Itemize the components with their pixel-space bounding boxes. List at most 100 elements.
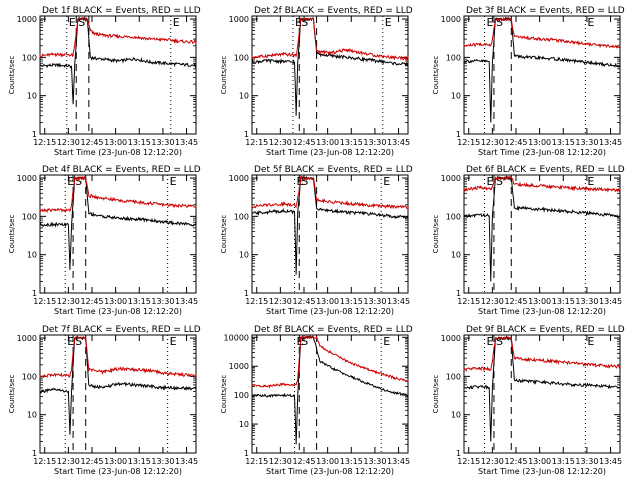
panel-7-xtick-label: 12:30 xyxy=(57,457,80,466)
panel-1-xtick-label: 12:15 xyxy=(33,138,56,147)
panel-9-title: Det 9f BLACK = Events, RED = LLD xyxy=(466,325,625,335)
panel-2-xtick-label: 13:30 xyxy=(363,138,386,147)
panel-4-marker-label: E xyxy=(170,175,177,188)
panel-2-ytick-label: 1 xyxy=(244,130,249,139)
panel-8-frame xyxy=(251,334,409,454)
panel-5-marker-label: E xyxy=(383,175,390,188)
panel-6-xtick-label: 13:45 xyxy=(599,297,622,306)
panel-1-title: Det 1f BLACK = Events, RED = LLD xyxy=(42,6,201,16)
panel-2-marker-label: E xyxy=(385,16,392,29)
panel-5-frame xyxy=(251,174,409,294)
panel-9-xtick-label: 12:45 xyxy=(504,457,527,466)
panel-8-xlabel: Start Time (23-Jun-08 12:12:20) xyxy=(266,467,394,476)
panel-6-xtick-label: 12:15 xyxy=(457,297,480,306)
panel-9-xtick-label: 13:30 xyxy=(575,457,598,466)
panel-1-xlabel: Start Time (23-Jun-08 12:12:20) xyxy=(54,148,182,157)
panel-3-ytick-label: 100 xyxy=(446,53,461,62)
panel-7-marker-label: S xyxy=(75,335,82,348)
panel-3-ylabel: Counts/sec xyxy=(432,56,440,95)
panel-6-marker-label: E xyxy=(486,175,493,188)
panel-3-xtick-label: 13:00 xyxy=(528,138,551,147)
panel-9-frame xyxy=(463,334,621,454)
panel-4-xtick-label: 13:00 xyxy=(104,297,127,306)
panel-5-xtick-label: 13:30 xyxy=(363,297,386,306)
panel-8-xtick-label: 13:00 xyxy=(316,457,339,466)
panel-9-xtick-label: 13:00 xyxy=(528,457,551,466)
panel-1-ytick-label: 1 xyxy=(32,130,37,139)
panel-8-xtick-label: 13:15 xyxy=(340,457,363,466)
panel-3-series-lld-line xyxy=(463,16,621,49)
panel-4-marker-label: E xyxy=(67,175,74,188)
panel-7-ytick-label: 1000 xyxy=(17,334,37,343)
panel-8-ytick-label: 100 xyxy=(234,391,249,400)
panel-5-xtick-label: 12:15 xyxy=(245,297,268,306)
panel-9-marker-label: E xyxy=(587,335,594,348)
panel-5-ytick-label: 100 xyxy=(234,212,249,221)
panel-5-series-lld-line xyxy=(251,174,409,210)
panel-8-series-lld-line xyxy=(251,334,409,389)
panel-9-marker-label: E xyxy=(486,335,493,348)
panel-2-xtick-label: 13:00 xyxy=(316,138,339,147)
panel-1-series-lld-line xyxy=(39,16,197,58)
panel-8-ytick-label: 1000 xyxy=(229,362,249,371)
panel-4-ytick-label: 1 xyxy=(32,289,37,298)
panel-9-xtick-label: 12:30 xyxy=(481,457,504,466)
panel-3-marker-label: E xyxy=(587,16,594,29)
panel-6-ytick-label: 1000 xyxy=(441,174,461,183)
panel-8-title: Det 8f BLACK = Events, RED = LLD xyxy=(254,325,413,335)
panel-5-xtick-label: 13:45 xyxy=(387,297,410,306)
panel-1-ytick-label: 1000 xyxy=(17,15,37,24)
panel-9-xtick-label: 13:15 xyxy=(552,457,575,466)
panel-1-marker-label: E xyxy=(69,16,76,29)
panel-5-ylabel: Counts/sec xyxy=(220,215,228,254)
panel-9-ytick-label: 100 xyxy=(446,372,461,381)
panel-4-marker-label: S xyxy=(75,175,82,188)
panel-4-series-events-line xyxy=(39,174,197,270)
panel-6-ytick-label: 1 xyxy=(456,289,461,298)
panel-5-xlabel: Start Time (23-Jun-08 12:12:20) xyxy=(266,307,394,316)
panel-2-frame xyxy=(251,15,409,135)
panel-4-series-lld-line xyxy=(39,175,197,213)
panel-2-ylabel: Counts/sec xyxy=(220,56,228,95)
panel-8-xtick-label: 12:45 xyxy=(292,457,315,466)
panel-3-ytick-label: 1000 xyxy=(441,15,461,24)
panel-3-xtick-label: 12:15 xyxy=(457,138,480,147)
panel-4-ylabel: Counts/sec xyxy=(8,215,16,254)
panel-7-xtick-label: 13:30 xyxy=(151,457,174,466)
panel-3-frame xyxy=(463,15,621,135)
panel-1-marker-label: S xyxy=(78,16,85,29)
panel-4-xlabel: Start Time (23-Jun-08 12:12:20) xyxy=(54,307,182,316)
panel-7-ytick-label: 1 xyxy=(32,449,37,458)
panel-3-xlabel: Start Time (23-Jun-08 12:12:20) xyxy=(478,148,606,157)
panel-6-ylabel: Counts/sec xyxy=(432,215,440,254)
panel-4-xtick-label: 13:30 xyxy=(151,297,174,306)
panel-5-xtick-label: 12:45 xyxy=(292,297,315,306)
panel-7-marker-label: E xyxy=(67,335,74,348)
panel-6-series-events-line xyxy=(463,175,621,282)
panel-2-xtick-label: 12:45 xyxy=(292,138,315,147)
panel-1-xtick-label: 12:30 xyxy=(57,138,80,147)
panel-7-marker-label: E xyxy=(170,335,177,348)
panel-4-xtick-label: 12:45 xyxy=(80,297,103,306)
panel-8-series-events-line xyxy=(251,335,409,445)
panel-1-xtick-label: 13:45 xyxy=(175,138,198,147)
panel-7-ytick-label: 10 xyxy=(27,411,37,420)
panel-2-xtick-label: 12:30 xyxy=(269,138,292,147)
panel-7-xtick-label: 13:00 xyxy=(104,457,127,466)
panel-6-xtick-label: 13:30 xyxy=(575,297,598,306)
panel-5-xtick-label: 13:00 xyxy=(316,297,339,306)
panel-3-ytick-label: 1 xyxy=(456,130,461,139)
panel-2-series-events-line xyxy=(251,16,409,116)
panel-7-xtick-label: 12:45 xyxy=(80,457,103,466)
panel-5-ytick-label: 1000 xyxy=(229,174,249,183)
panel-5-series-events-line xyxy=(251,175,409,275)
panel-3-ytick-label: 10 xyxy=(451,92,461,101)
panel-4-title: Det 4f BLACK = Events, RED = LLD xyxy=(42,165,201,175)
panel-7-series-events-line xyxy=(39,334,197,435)
panel-6-xlabel: Start Time (23-Jun-08 12:12:20) xyxy=(478,307,606,316)
panel-5-marker-label: S xyxy=(301,175,308,188)
panel-1-ytick-label: 100 xyxy=(22,53,37,62)
panel-4-frame xyxy=(39,174,197,294)
panel-1-frame xyxy=(39,15,197,135)
